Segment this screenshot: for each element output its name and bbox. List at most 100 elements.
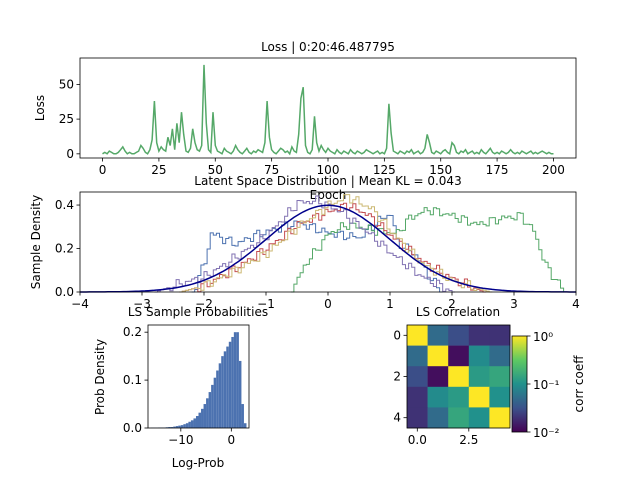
probability-bar [178,425,181,428]
correlation-title: LS Correlation [416,305,500,319]
correlation-cell [468,407,490,429]
correlation-ytick-label: 0 [393,328,401,342]
probabilities-ylabel: Prob Density [93,339,107,415]
correlation-cell [407,366,428,388]
probabilities-title: LS Sample Probabilities [128,305,268,319]
loss-ylabel: Loss [33,95,47,121]
latent-xtick-label: −4 [71,297,89,311]
probability-bar [188,421,191,428]
correlation-ytick-label: 2 [393,370,401,384]
correlation-xtick-label: 0.0 [408,433,427,447]
probability-bar [223,351,227,428]
probability-bar [198,412,202,428]
probability-bar [211,384,214,428]
correlation-cell [489,407,511,429]
correlation-cell [427,386,449,408]
latent-ytick-label: 0.0 [55,285,74,299]
latent-dim-histogram [290,207,567,293]
correlation-cell [448,407,470,429]
loss-title: Loss | 0:20:46.487795 [261,40,395,54]
latent-xtick-label: −2 [195,297,213,311]
probability-bar [175,426,179,428]
probabilities-plot-area [150,332,247,428]
correlation-cell [448,366,470,388]
colorbar-tick-label: 10⁰ [533,330,553,344]
probabilities-ytick-label: 0.0 [123,421,142,435]
loss-series-line [102,64,554,156]
correlation-cell [427,407,449,429]
correlation-cell [427,325,449,346]
probability-bar [201,408,204,428]
colorbar-label: corr coeff [572,355,586,413]
correlation-cell [427,366,449,388]
latent-title: Latent Space Distribution | Mean KL = 0.… [194,174,461,188]
correlation-cell [489,366,511,388]
probability-bar [238,360,242,428]
latent-xtick-label: −3 [133,297,151,311]
probability-bar [221,356,224,428]
latent-dim-histogram [179,194,493,293]
colorbar [511,335,528,433]
latent-plot-area [80,194,576,293]
colorbar-ticks: 10⁰ 10⁻¹ 10⁻² [527,330,560,440]
latent-ylabel: Sample Density [29,195,43,289]
loss-ytick-label: 0 [66,147,74,161]
probability-bar [190,420,194,428]
probabilities-ticks: −10 0 0.0 0.1 0.2 [123,325,235,447]
loss-xtick-label: 50 [208,163,223,177]
probabilities-ytick-label: 0.2 [123,325,142,339]
correlation-cell [489,325,511,346]
correlation-cell [448,325,470,346]
latent-ticks: −4 −3 −2 −1 0 1 2 3 4 0.0 0.2 0.4 [55,198,580,311]
correlation-heatmap [407,325,511,429]
probabilities-panel: LS Sample Probabilities −10 0 0.0 0.1 0.2 Pr… [93,305,268,470]
latent-xtick-label: 2 [448,297,456,311]
probability-bar [185,423,189,428]
probability-bar [231,336,234,428]
correlation-cell [407,325,428,346]
latent-ytick-label: 0.2 [55,242,74,256]
latent-dim-histogram [179,202,487,293]
loss-xtick-label: 25 [151,163,166,177]
latent-xtick-label: 0 [324,297,332,311]
latent-panel: Latent Space Distribution | Mean KL = 0.… [29,174,580,311]
normal-pdf-curve [80,204,576,293]
correlation-cell [489,345,511,367]
colorbar-tick-label: 10⁻¹ [533,378,560,392]
probability-bar [233,332,237,428]
correlation-ytick-label: 4 [393,411,401,425]
correlation-cell [407,407,428,429]
probability-bar [208,392,212,428]
correlation-cell [407,386,428,408]
probability-bar [243,423,247,428]
correlation-cell [468,325,490,346]
correlation-cell [427,345,449,367]
colorbar-tick-label: 10⁻² [533,426,560,440]
loss-ticks: 0 25 50 75 100 125 150 175 200 0 25 50 [59,77,565,177]
latent-xtick-label: 1 [386,297,394,311]
loss-panel: Loss | 0:20:46.487795 0 25 50 75 100 125 150 17… [33,40,577,202]
probability-bar [180,425,184,428]
correlation-cell [448,386,470,408]
probability-bar [226,346,229,428]
latent-xtick-label: 3 [510,297,518,311]
probabilities-ytick-label: 0.1 [123,373,142,387]
correlation-cell [468,345,490,367]
probability-bar [241,404,244,428]
latent-xtick-label: −1 [257,297,275,311]
loss-xtick-label: 150 [429,163,452,177]
correlation-ticks: 0.0 2.5 0 2 4 [393,328,478,447]
probability-bar [213,377,217,428]
probability-bar [203,404,207,428]
latent-ytick-label: 0.4 [55,198,74,212]
correlation-cell [489,386,511,408]
loss-ytick-label: 50 [59,77,74,91]
latent-dim-histogram [154,195,456,293]
loss-xtick-label: 200 [542,163,565,177]
probability-bar [183,424,186,428]
correlation-xtick-label: 2.5 [459,433,478,447]
correlation-cell [448,345,470,367]
probabilities-axes-frame [147,324,250,429]
probability-bar [216,370,219,428]
